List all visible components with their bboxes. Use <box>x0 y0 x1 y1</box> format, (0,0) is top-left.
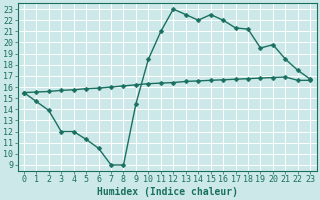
X-axis label: Humidex (Indice chaleur): Humidex (Indice chaleur) <box>97 186 237 197</box>
